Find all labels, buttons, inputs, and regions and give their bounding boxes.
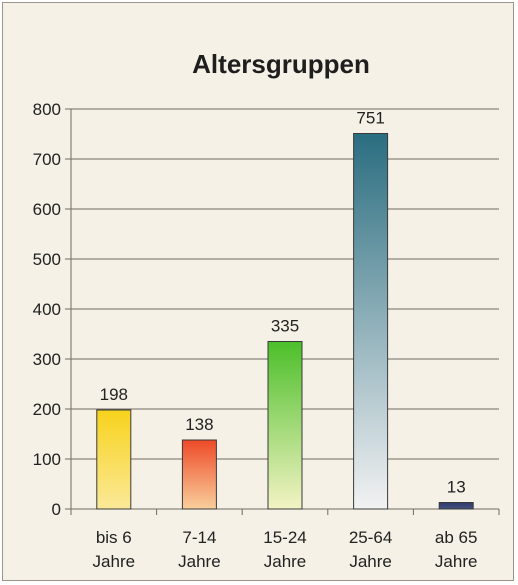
y-axis-ticks: 0 100 200 300 400 500 600 700 800 [33, 100, 71, 519]
data-label: 138 [185, 415, 213, 434]
x-tick-label: Jahre [93, 552, 136, 571]
y-tick-label: 400 [33, 300, 61, 319]
data-label: 198 [100, 385, 128, 404]
y-tick-label: 200 [33, 400, 61, 419]
y-tick-label: 100 [33, 450, 61, 469]
chart-frame: Altersgruppen 0 100 200 300 400 500 600 700 800 … [2, 2, 514, 581]
x-tick-label: Jahre [264, 552, 307, 571]
bar [96, 409, 132, 510]
y-tick-label: 0 [52, 500, 61, 519]
y-tick-label: 300 [33, 350, 61, 369]
x-tick-label: 25-64 [349, 528, 392, 547]
x-tick-label: Jahre [178, 552, 221, 571]
data-label: 335 [271, 317, 299, 336]
x-tick-label: Jahre [349, 552, 392, 571]
y-tick-label: 500 [33, 250, 61, 269]
bar [181, 439, 217, 510]
x-tick-label: 15-24 [263, 528, 306, 547]
bar [353, 133, 389, 510]
data-label: 751 [356, 109, 384, 128]
x-tick-label: 7-14 [182, 528, 216, 547]
y-tick-label: 600 [33, 200, 61, 219]
bars: 198 138 335 751 13 [96, 109, 474, 510]
y-tick-label: 700 [33, 150, 61, 169]
grid-lines [70, 108, 499, 510]
x-axis-labels: bis 6 Jahre 7-14 Jahre 15-24 Jahre 25-64 Jahre a… [70, 509, 500, 571]
bar [267, 341, 303, 510]
x-tick-label: Jahre [435, 552, 478, 571]
x-tick-label: ab 65 [435, 528, 478, 547]
data-label: 13 [447, 478, 466, 497]
y-tick-label: 800 [33, 100, 61, 119]
x-tick-label: bis 6 [96, 528, 132, 547]
bar-chart: Altersgruppen 0100200300400500600700800 … [33, 49, 500, 571]
chart-title: Altersgruppen [192, 49, 370, 79]
bar [438, 502, 474, 510]
